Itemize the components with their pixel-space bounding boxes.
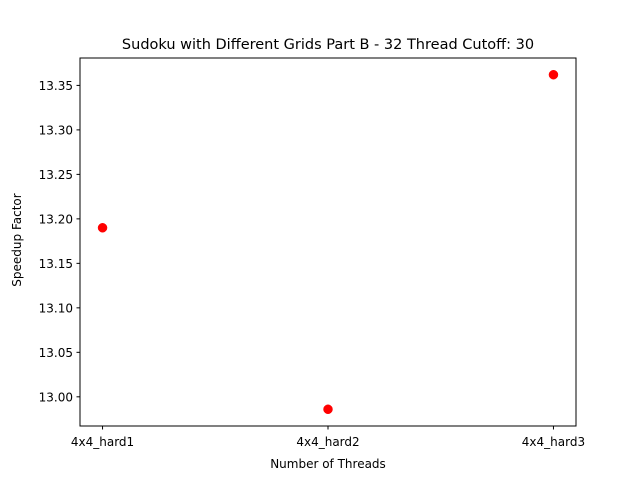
y-axis-label: Speedup Factor: [10, 193, 24, 286]
data-point-4x4_hard3: [548, 69, 559, 80]
y-tick-label: 13.15: [39, 257, 73, 271]
y-tick-label: 13.10: [39, 301, 73, 315]
y-axis-ticks: 13.00 13.05 13.10 13.15 13.20 13.25 13.30 13.35: [39, 79, 80, 404]
y-tick-label: 13.25: [39, 168, 73, 182]
axes-frame: [79, 57, 577, 427]
x-axis-ticks: 4x4_hard1 4x4_hard2 4x4_hard3: [71, 426, 585, 449]
data-point-4x4_hard2: [323, 404, 333, 415]
x-tick-label: 4x4_hard2: [296, 435, 359, 449]
y-tick-label: 13.05: [39, 346, 73, 360]
y-tick-label: 13.35: [39, 79, 73, 93]
y-tick-label: 13.20: [39, 212, 73, 226]
data-point-4x4_hard1: [97, 223, 108, 233]
data-points: [97, 69, 559, 415]
y-tick-label: 13.00: [39, 390, 73, 404]
x-axis-label: Number of Threads: [270, 457, 386, 471]
x-tick-label: 4x4_hard3: [522, 435, 585, 449]
x-tick-label: 4x4_hard1: [71, 435, 134, 449]
y-tick-label: 13.30: [39, 123, 73, 137]
chart-title: Sudoku with Different Grids Part B - 32 …: [122, 37, 534, 53]
